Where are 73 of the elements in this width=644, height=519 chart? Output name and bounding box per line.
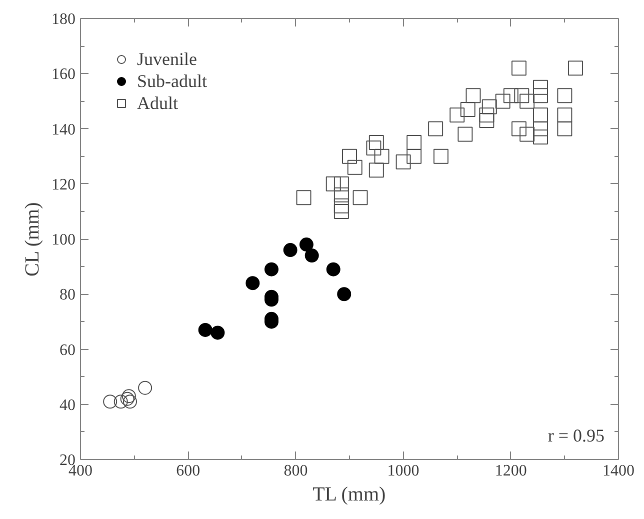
point (299, 238, 314, 252)
point (283, 243, 298, 258)
point (520, 94, 535, 109)
point (482, 99, 497, 114)
point (428, 121, 444, 136)
y-tick-label: 180 (52, 11, 76, 28)
annotation: r = 0.95 (548, 426, 605, 446)
point (334, 204, 349, 219)
point (460, 102, 476, 117)
point (326, 176, 341, 192)
x-tick-label: 1000 (387, 462, 420, 480)
point (514, 88, 530, 104)
point (450, 107, 465, 122)
point (520, 126, 535, 142)
y-tick-label: 140 (52, 121, 76, 138)
point (532, 88, 548, 104)
point (334, 198, 349, 214)
point (406, 148, 422, 164)
point (495, 94, 510, 109)
point (296, 190, 312, 206)
point (406, 135, 422, 150)
point (511, 121, 526, 136)
point (532, 80, 548, 95)
x-tick-label: 800 (284, 462, 308, 480)
y-tick-label: 80 (60, 286, 76, 304)
point (458, 126, 473, 142)
legend-label: Sub-adult (137, 70, 207, 92)
point (368, 135, 384, 150)
point (568, 60, 583, 76)
point (466, 88, 481, 104)
point (503, 88, 518, 104)
y-tick-label: 160 (52, 66, 76, 84)
point (347, 160, 362, 175)
point (334, 187, 349, 202)
point (511, 60, 526, 76)
point (198, 322, 212, 337)
point (366, 140, 382, 156)
point (396, 154, 411, 170)
point (103, 394, 118, 409)
y-axis-title: CL (mm) (22, 202, 44, 276)
point (374, 148, 390, 164)
point (479, 112, 494, 128)
point (337, 287, 352, 302)
point (342, 148, 357, 164)
point (557, 107, 572, 122)
point (246, 276, 260, 290)
point (433, 148, 448, 164)
point (532, 107, 548, 122)
x-tick-label: 1400 (602, 462, 634, 480)
x-axis-title: TL (mm) (312, 484, 386, 506)
point (352, 190, 368, 206)
y-tick-label: 60 (60, 342, 76, 359)
point (114, 394, 128, 409)
legend-label: Juvenile (137, 48, 197, 70)
point (326, 262, 340, 276)
point (557, 121, 572, 136)
y-tick-label: 120 (52, 176, 76, 194)
x-tick-label: 1200 (494, 462, 527, 480)
x-tick-label: 600 (176, 462, 200, 480)
y-tick-label: 40 (60, 396, 76, 414)
point (479, 107, 494, 122)
point (210, 326, 225, 340)
point (122, 389, 136, 404)
point (557, 88, 572, 104)
legend-label: Adult (137, 92, 178, 114)
point (368, 162, 384, 178)
point (122, 394, 137, 409)
point (304, 248, 319, 263)
point (120, 392, 134, 406)
y-tick-label: 100 (52, 232, 76, 248)
point (334, 176, 349, 192)
point (138, 380, 152, 395)
point (264, 262, 278, 276)
